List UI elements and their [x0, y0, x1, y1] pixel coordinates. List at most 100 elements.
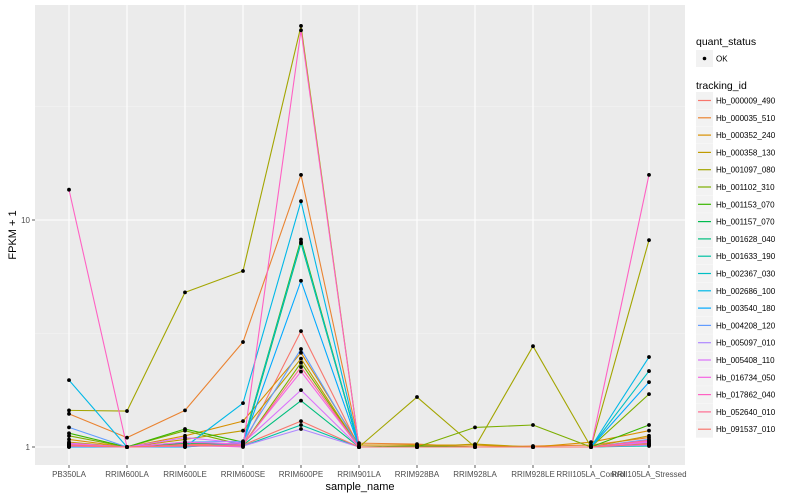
data-point-Hb_001102_310 [67, 433, 71, 438]
data-point-Hb_001097_080 [415, 395, 419, 399]
legend-entry: Hb_000352_240 [696, 126, 776, 144]
grid-minor [35, 106, 685, 334]
legend: quant_status OK tracking_id Hb_000009_49… [696, 36, 776, 438]
data-point-Hb_002686_100 [67, 378, 71, 383]
x-tick-label: RRIM928LA [453, 470, 497, 479]
legend-label: Hb_000358_130 [716, 148, 776, 157]
legend-label: Hb_001628_040 [716, 235, 776, 244]
legend-entry: Hb_017862_040 [696, 386, 776, 404]
data-point-Hb_005408_110 [299, 388, 303, 393]
data-point-Hb_091537_010 [125, 445, 129, 449]
data-point-Hb_091537_010 [473, 445, 477, 449]
data-point-Hb_001153_070 [647, 423, 651, 427]
x-tick-label: RRIM600SE [221, 470, 265, 479]
legend-entry: Hb_003540_180 [696, 299, 776, 317]
legend-label: Hb_005097_010 [716, 339, 776, 348]
plot-panel [35, 5, 685, 465]
data-point-Hb_001102_310 [531, 423, 535, 427]
data-point-Hb_000352_240 [299, 350, 303, 355]
legend-quant-title: quant_status [696, 36, 756, 48]
legend-entry: Hb_001628_040 [696, 230, 776, 248]
legend-entry: Hb_001157_070 [696, 213, 775, 231]
data-point-Hb_091537_010 [531, 445, 535, 449]
data-point-Hb_003540_180 [647, 380, 651, 385]
x-tick-label: PB350LA [52, 470, 86, 479]
data-point-Hb_091537_010 [299, 419, 303, 424]
x-tick-label: RRIM928BA [395, 470, 440, 479]
x-tick-label: RRIM600LE [163, 470, 207, 479]
data-point-Hb_091537_010 [183, 443, 187, 447]
x-tick-label: RRIM928LE [511, 470, 555, 479]
data-point-Hb_001102_310 [647, 392, 651, 397]
data-point-Hb_000358_130 [473, 442, 477, 446]
legend-entry: Hb_016734_050 [696, 368, 776, 386]
data-point-Hb_005408_110 [183, 435, 187, 440]
legend-entry: Hb_001153_070 [696, 195, 775, 213]
data-point-Hb_091537_010 [415, 445, 419, 449]
x-tick-label: RRIM600LA [105, 470, 149, 479]
legend-label: Hb_000009_490 [716, 97, 776, 106]
legend-label: Hb_001097_080 [716, 166, 776, 175]
x-tick-label: RRIM600PE [279, 470, 323, 479]
legend-entry: Hb_002686_100 [696, 282, 776, 300]
data-point-Hb_000352_240 [647, 428, 651, 433]
data-point-Hb_002367_030 [299, 240, 303, 244]
data-point-Hb_003540_180 [299, 278, 303, 283]
x-tick-label: RRIM901LA [337, 470, 381, 479]
legend-entry: Hb_001097_080 [696, 161, 776, 179]
legend-entry: Hb_000035_510 [696, 109, 776, 127]
legend-label: Hb_052640_010 [716, 408, 776, 417]
legend-label: Hb_000352_240 [716, 131, 776, 140]
legend-label: Hb_001153_070 [716, 200, 775, 209]
data-point-Hb_000358_130 [241, 428, 245, 433]
legend-quant-ok-label: OK [716, 55, 728, 64]
data-point-Hb_002367_030 [647, 369, 651, 373]
legend-entry: Hb_091537_010 [696, 420, 776, 438]
data-point-Hb_017862_040 [299, 28, 303, 33]
data-point-Hb_091537_010 [647, 442, 651, 446]
data-point-Hb_000035_510 [241, 340, 245, 344]
data-point-Hb_001097_080 [241, 269, 245, 273]
data-point-Hb_000035_510 [183, 408, 187, 413]
data-point-Hb_000352_240 [589, 440, 593, 445]
x-tick-label: RRII105LA_Control [556, 470, 626, 479]
legend-entry: Hb_000358_130 [696, 143, 776, 161]
data-point-Hb_016734_050 [299, 369, 303, 374]
y-axis-title: FPKM + 1 [7, 210, 19, 259]
x-axis-title: sample_name [325, 481, 394, 493]
y-tick-label: 10 [21, 216, 30, 225]
data-point-Hb_001097_080 [67, 408, 71, 413]
data-point-Hb_000358_130 [647, 433, 651, 438]
legend-entry: Hb_001633_190 [696, 247, 776, 265]
y-axis: 1 10 [21, 216, 35, 452]
legend-quant-ok-marker [702, 56, 707, 61]
data-point-Hb_002686_100 [241, 401, 245, 406]
legend-entry: Hb_001102_310 [696, 178, 775, 196]
legend-entry: Hb_005097_010 [696, 334, 776, 352]
data-point-Hb_005097_010 [299, 427, 303, 431]
data-point-Hb_001102_310 [473, 425, 477, 430]
data-point-Hb_000358_130 [299, 356, 303, 361]
legend-label: Hb_002686_100 [716, 287, 776, 296]
legend-label: Hb_001633_190 [716, 252, 776, 261]
data-point-Hb_000035_510 [125, 435, 129, 440]
series-points [67, 24, 651, 449]
legend-label: Hb_017862_040 [716, 391, 776, 400]
data-point-Hb_091537_010 [241, 443, 245, 447]
legend-entry: Hb_002367_030 [696, 265, 776, 282]
data-point-Hb_000035_510 [299, 173, 303, 177]
data-point-Hb_000009_490 [299, 329, 303, 334]
data-point-Hb_000035_510 [67, 411, 71, 416]
data-point-Hb_052640_010 [299, 365, 303, 369]
data-point-Hb_017862_040 [67, 187, 71, 192]
legend-label: Hb_001102_310 [716, 183, 775, 192]
x-tick-label: RRII105LA_Stressed [611, 470, 686, 479]
data-point-Hb_016734_050 [183, 440, 187, 445]
data-point-Hb_001153_070 [67, 431, 71, 436]
x-axis: PB350LA RRIM600LA RRIM600LE RRIM600SE RRIM60… [52, 465, 687, 479]
data-point-Hb_052640_010 [647, 438, 651, 443]
legend-label: Hb_091537_010 [716, 425, 776, 434]
legend-label: Hb_005408_110 [716, 356, 775, 365]
legend-label: Hb_003540_180 [716, 304, 776, 313]
